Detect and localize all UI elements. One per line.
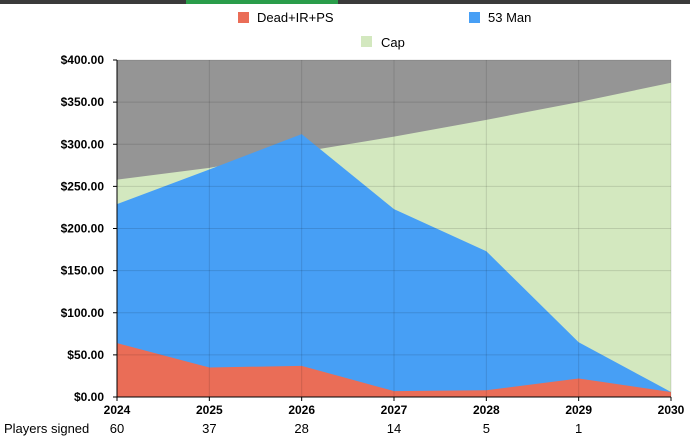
x-tick-label: 2027 <box>381 403 408 417</box>
y-tick-label: $200.00 <box>61 222 105 236</box>
y-tick-label: $0.00 <box>74 390 104 404</box>
legend-swatch-cap <box>361 36 372 47</box>
y-tick-label: $100.00 <box>61 306 105 320</box>
legend-label-dead: Dead+IR+PS <box>257 10 334 25</box>
series-area-dead-ir-ps <box>117 343 671 397</box>
top-strip <box>0 0 690 4</box>
players-signed-value: 60 <box>110 421 124 436</box>
legend-label-cap: Cap <box>381 35 405 50</box>
players-signed-value: 14 <box>387 421 401 436</box>
legend: Dead+IR+PS 53 Man Cap <box>238 10 531 50</box>
x-tick-label: 2024 <box>104 403 131 417</box>
y-tick-label: $250.00 <box>61 179 105 193</box>
y-tick-label: $50.00 <box>67 348 104 362</box>
legend-swatch-dead <box>238 12 249 23</box>
players-signed-label: Players signed <box>4 421 89 436</box>
y-tick-label: $150.00 <box>61 264 105 278</box>
players-signed-row: Players signed 60 37 28 14 5 1 <box>4 421 582 436</box>
series-area-53-man <box>117 134 671 397</box>
x-tick-label: 2029 <box>565 403 592 417</box>
x-tick-label: 2030 <box>658 403 685 417</box>
legend-swatch-53man <box>469 12 480 23</box>
players-signed-value: 5 <box>483 421 490 436</box>
y-tick-label: $400.00 <box>61 53 105 67</box>
y-tick-label: $350.00 <box>61 95 105 109</box>
plot-area: $0.00 $50.00 $100.00 $150.00 $200.00 $250.00 $… <box>61 53 685 417</box>
x-tick-label: 2025 <box>196 403 223 417</box>
players-signed-value: 1 <box>575 421 582 436</box>
x-tick-label: 2026 <box>288 403 315 417</box>
players-signed-value: 37 <box>202 421 216 436</box>
x-tick-label: 2028 <box>473 403 500 417</box>
legend-label-53man: 53 Man <box>488 10 531 25</box>
top-strip-accent <box>186 0 338 4</box>
players-signed-value: 28 <box>294 421 308 436</box>
y-tick-label: $300.00 <box>61 137 105 151</box>
